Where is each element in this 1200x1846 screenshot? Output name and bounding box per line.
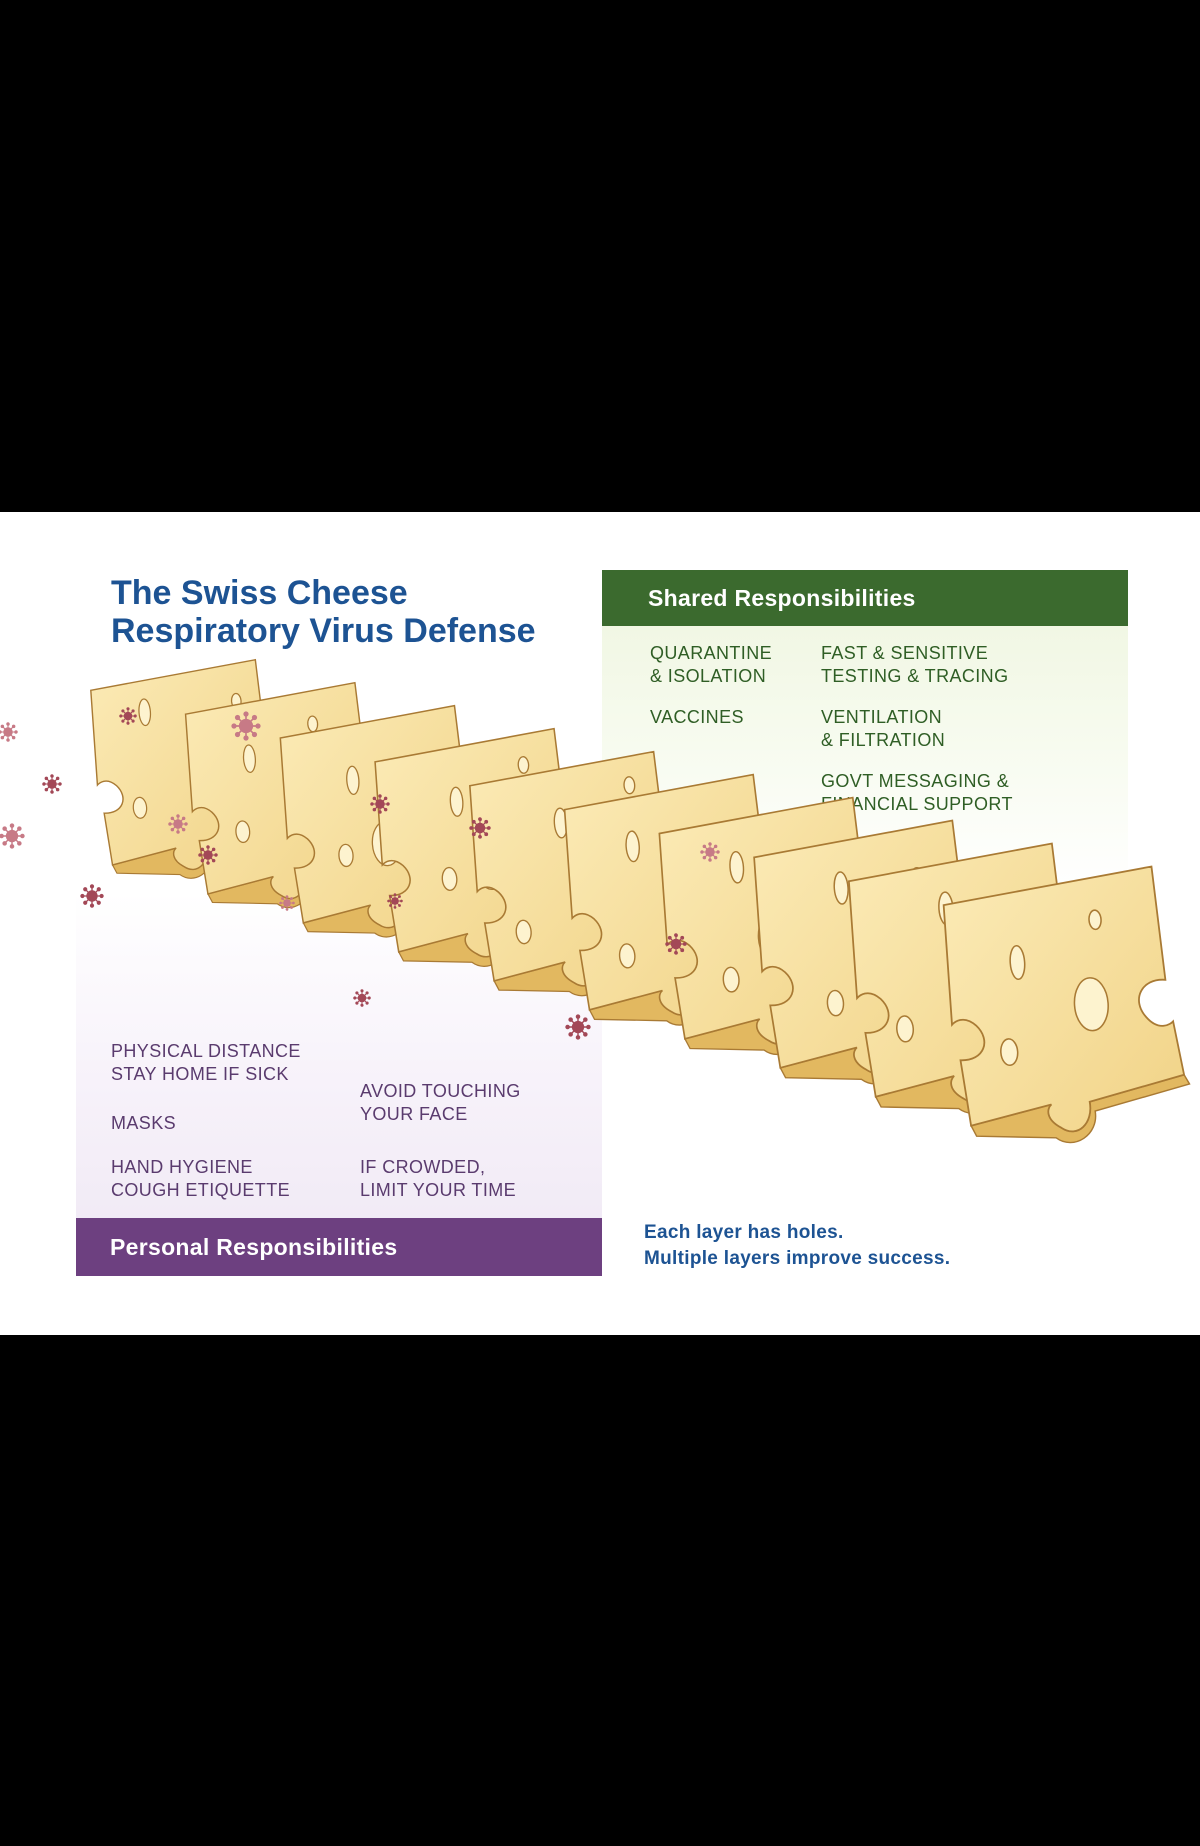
shared-item-quarantine: QUARANTINE & ISOLATION bbox=[650, 643, 773, 686]
cheese-hole bbox=[1009, 944, 1026, 981]
page-title: The Swiss Cheese Respiratory Virus Defen… bbox=[111, 574, 536, 650]
virus-icon bbox=[353, 989, 371, 1007]
shared-item-testing: FAST & SENSITIVE TESTING & TRACING bbox=[821, 643, 1009, 686]
cheese-hole bbox=[346, 765, 360, 796]
cheese-hole bbox=[138, 698, 152, 727]
cheese-hole bbox=[618, 943, 636, 969]
virus-icon bbox=[231, 711, 261, 741]
shared-item-vaccines: VACCINES bbox=[650, 707, 744, 727]
cheese-hole bbox=[441, 866, 458, 891]
virus-icon bbox=[700, 842, 720, 862]
cheese-hole bbox=[132, 796, 148, 819]
infographic-panel: Shared Responsibilities QUARANTINE & ISO… bbox=[0, 512, 1200, 1335]
virus-icon bbox=[565, 1014, 591, 1040]
virus-icon bbox=[0, 823, 25, 849]
cheese-layer-10 bbox=[942, 865, 1191, 1144]
virus-icon bbox=[665, 933, 687, 955]
virus-icon bbox=[370, 794, 390, 814]
virus-icon bbox=[168, 814, 188, 834]
personal-item-hand-hygiene: HAND HYGIENE COUGH ETIQUETTE bbox=[111, 1157, 291, 1200]
cheese-hole bbox=[826, 989, 845, 1017]
cheese-hole bbox=[729, 850, 745, 884]
personal-responsibilities-header: Personal Responsibilities bbox=[76, 1218, 602, 1276]
virus-icon bbox=[469, 817, 491, 839]
personal-item-avoid-touching: AVOID TOUCHING YOUR FACE bbox=[360, 1081, 521, 1124]
cheese-hole bbox=[1088, 909, 1102, 931]
virus-icon bbox=[387, 893, 403, 909]
cheese-hole bbox=[1000, 1038, 1019, 1067]
virus-icon bbox=[119, 707, 137, 725]
cheese-hole bbox=[722, 966, 740, 993]
cheese-hole bbox=[235, 820, 251, 844]
personal-item-masks: MASKS bbox=[111, 1113, 177, 1133]
virus-icon bbox=[198, 845, 218, 865]
cheese-layers bbox=[90, 658, 1191, 1144]
cheese-hole bbox=[517, 756, 530, 774]
personal-item-crowded: IF CROWDED, LIMIT YOUR TIME bbox=[360, 1157, 517, 1200]
virus-icon bbox=[279, 895, 295, 911]
virus-icon bbox=[42, 774, 62, 794]
shared-item-ventilation: VENTILATION & FILTRATION bbox=[821, 707, 946, 750]
cheese-hole bbox=[515, 919, 532, 945]
shared-item-govt-messaging: GOVT MESSAGING & FINANCIAL SUPPORT bbox=[821, 771, 1013, 814]
cheese-hole bbox=[896, 1015, 915, 1043]
personal-item-distance: PHYSICAL DISTANCE STAY HOME IF SICK bbox=[111, 1041, 301, 1084]
caption: Each layer has holes. Multiple layers im… bbox=[644, 1222, 951, 1269]
swiss-cheese-illustration bbox=[0, 658, 1191, 1144]
virus-icon bbox=[80, 884, 104, 908]
cheese-hole bbox=[449, 786, 464, 817]
cheese-hole bbox=[1073, 977, 1109, 1032]
cheese-hole bbox=[307, 715, 319, 733]
shared-responsibilities-header: Shared Responsibilities bbox=[602, 570, 1128, 626]
cheese-hole bbox=[242, 744, 257, 773]
virus-icon bbox=[0, 722, 18, 742]
cheese-hole bbox=[623, 776, 636, 795]
cheese-hole bbox=[625, 830, 640, 863]
cheese-hole bbox=[338, 843, 354, 868]
cheese-hole bbox=[833, 871, 849, 905]
